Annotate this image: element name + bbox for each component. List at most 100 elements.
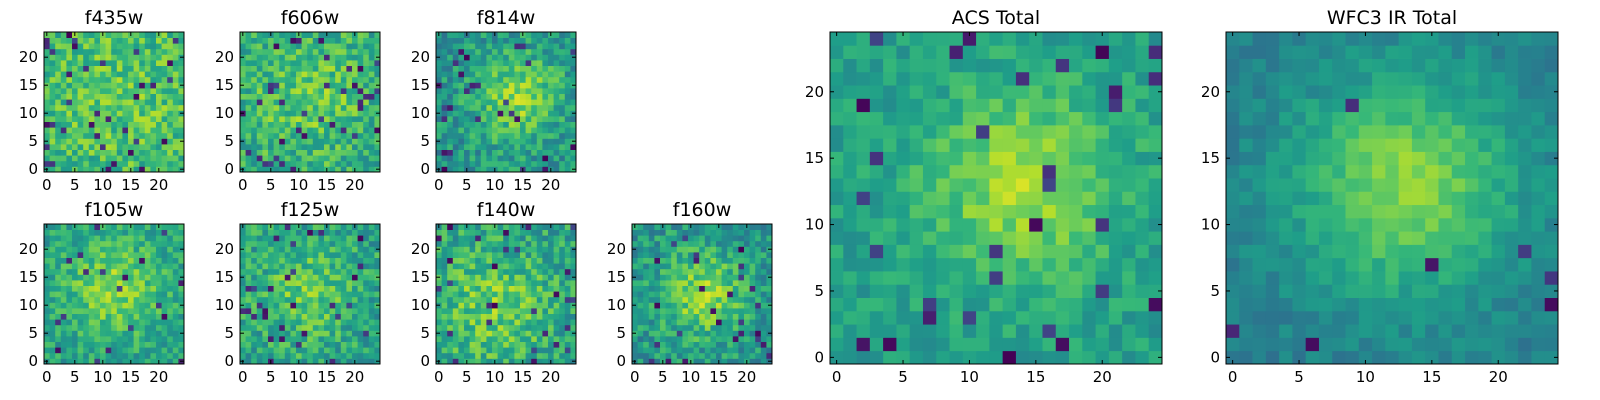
heatmap-cell xyxy=(77,240,84,247)
heatmap-cell xyxy=(469,54,476,61)
heatmap-cell xyxy=(55,48,62,55)
heatmap-cell xyxy=(654,330,661,337)
heatmap-cell xyxy=(139,104,146,111)
heatmap-cell xyxy=(976,297,990,312)
heatmap-cell xyxy=(469,48,476,55)
heatmap-cell xyxy=(329,54,336,61)
heatmap-cell xyxy=(307,93,314,100)
heatmap-cell xyxy=(256,149,263,156)
heatmap-cell xyxy=(273,252,280,258)
heatmap-cell xyxy=(251,308,258,314)
heatmap-cell xyxy=(150,82,157,89)
heatmap-cell xyxy=(301,324,308,331)
heatmap-cell xyxy=(637,291,644,298)
heatmap-cell xyxy=(139,308,146,314)
heatmap-cell xyxy=(172,235,179,242)
heatmap-cell xyxy=(732,358,739,365)
heatmap-cell xyxy=(632,324,638,331)
heatmap-cell xyxy=(559,88,566,94)
heatmap-cell xyxy=(94,336,101,342)
heatmap-cell xyxy=(111,116,118,122)
x-tick-label: 20 xyxy=(345,368,364,386)
heatmap-cell xyxy=(514,257,521,264)
heatmap-cell xyxy=(699,240,706,247)
heatmap-cell xyxy=(480,82,487,89)
heatmap-cell xyxy=(240,268,246,275)
heatmap-cell xyxy=(654,285,661,292)
heatmap-cell xyxy=(284,138,291,145)
heatmap-cell xyxy=(688,268,694,275)
heatmap-cell xyxy=(760,324,767,331)
heatmap-cell xyxy=(88,166,95,173)
heatmap-cell xyxy=(744,330,750,337)
heatmap-cell xyxy=(100,144,106,150)
heatmap-cells xyxy=(240,224,381,365)
heatmap-cell xyxy=(139,166,146,173)
heatmap-cell xyxy=(251,336,258,342)
heatmap-cell xyxy=(324,229,330,236)
y-tick-label: 0 xyxy=(28,352,38,370)
heatmap-cell xyxy=(682,268,689,275)
heatmap-cell xyxy=(564,32,571,38)
heatmap-cell xyxy=(896,324,911,338)
heatmap-cell xyxy=(648,308,655,314)
heatmap-cell xyxy=(133,166,140,173)
heatmap-cell xyxy=(284,104,291,111)
heatmap-cell xyxy=(654,268,661,275)
heatmap-cell xyxy=(318,330,325,337)
heatmap-cell xyxy=(66,257,73,264)
heatmap-cell xyxy=(441,308,448,314)
heatmap-cell xyxy=(1082,231,1096,245)
heatmap-cell xyxy=(699,302,706,309)
heatmap-cell xyxy=(66,37,73,44)
heatmap-cell xyxy=(335,166,342,173)
heatmap-cell xyxy=(671,358,678,365)
heatmap-cell xyxy=(475,149,482,156)
heatmap-cell xyxy=(279,71,286,78)
heatmap-cell xyxy=(632,352,638,359)
heatmap-cell xyxy=(251,347,258,354)
heatmap-cell xyxy=(60,330,67,337)
heatmap-cell xyxy=(139,324,146,331)
heatmap-cell xyxy=(710,336,717,342)
heatmap-cell xyxy=(721,296,728,303)
heatmap-cell xyxy=(150,37,157,44)
heatmap-cell xyxy=(564,93,571,100)
heatmap-cell xyxy=(156,229,162,236)
heatmap-cell xyxy=(469,296,476,303)
heatmap-cell xyxy=(531,263,538,270)
heatmap-cell xyxy=(564,127,571,134)
heatmap-cell xyxy=(150,54,157,61)
heatmap-cell xyxy=(122,291,129,298)
heatmap-cell xyxy=(352,240,358,247)
heatmap-cell xyxy=(564,76,571,83)
heatmap-cell xyxy=(318,246,325,253)
heatmap-cell xyxy=(732,240,739,247)
heatmap-cell xyxy=(340,60,347,66)
heatmap-cell xyxy=(368,291,375,298)
heatmap-cell xyxy=(682,347,689,354)
heatmap-cell xyxy=(251,71,258,78)
heatmap-cell xyxy=(94,138,101,145)
heatmap-cell xyxy=(514,302,521,309)
heatmap-cell xyxy=(111,246,118,253)
heatmap-cell xyxy=(520,280,526,286)
heatmap-cell xyxy=(936,324,950,338)
heatmap-cell xyxy=(475,324,482,331)
heatmap-cell xyxy=(520,43,526,50)
heatmap-cell xyxy=(441,252,448,258)
heatmap-cell xyxy=(447,37,454,44)
heatmap-cell xyxy=(307,302,314,309)
heatmap-cell xyxy=(514,308,521,314)
heatmap-cell xyxy=(144,330,151,337)
heatmap-cell xyxy=(167,110,174,117)
heatmap-cell xyxy=(94,121,101,128)
heatmap-cell xyxy=(492,116,498,122)
heatmap-cell xyxy=(83,60,90,66)
heatmap-cell xyxy=(452,285,459,292)
heatmap-cell xyxy=(83,274,90,281)
heatmap-cell xyxy=(167,88,174,94)
heatmap-cell xyxy=(335,132,342,139)
heatmap-cell xyxy=(721,341,728,348)
heatmap-cell xyxy=(279,138,286,145)
